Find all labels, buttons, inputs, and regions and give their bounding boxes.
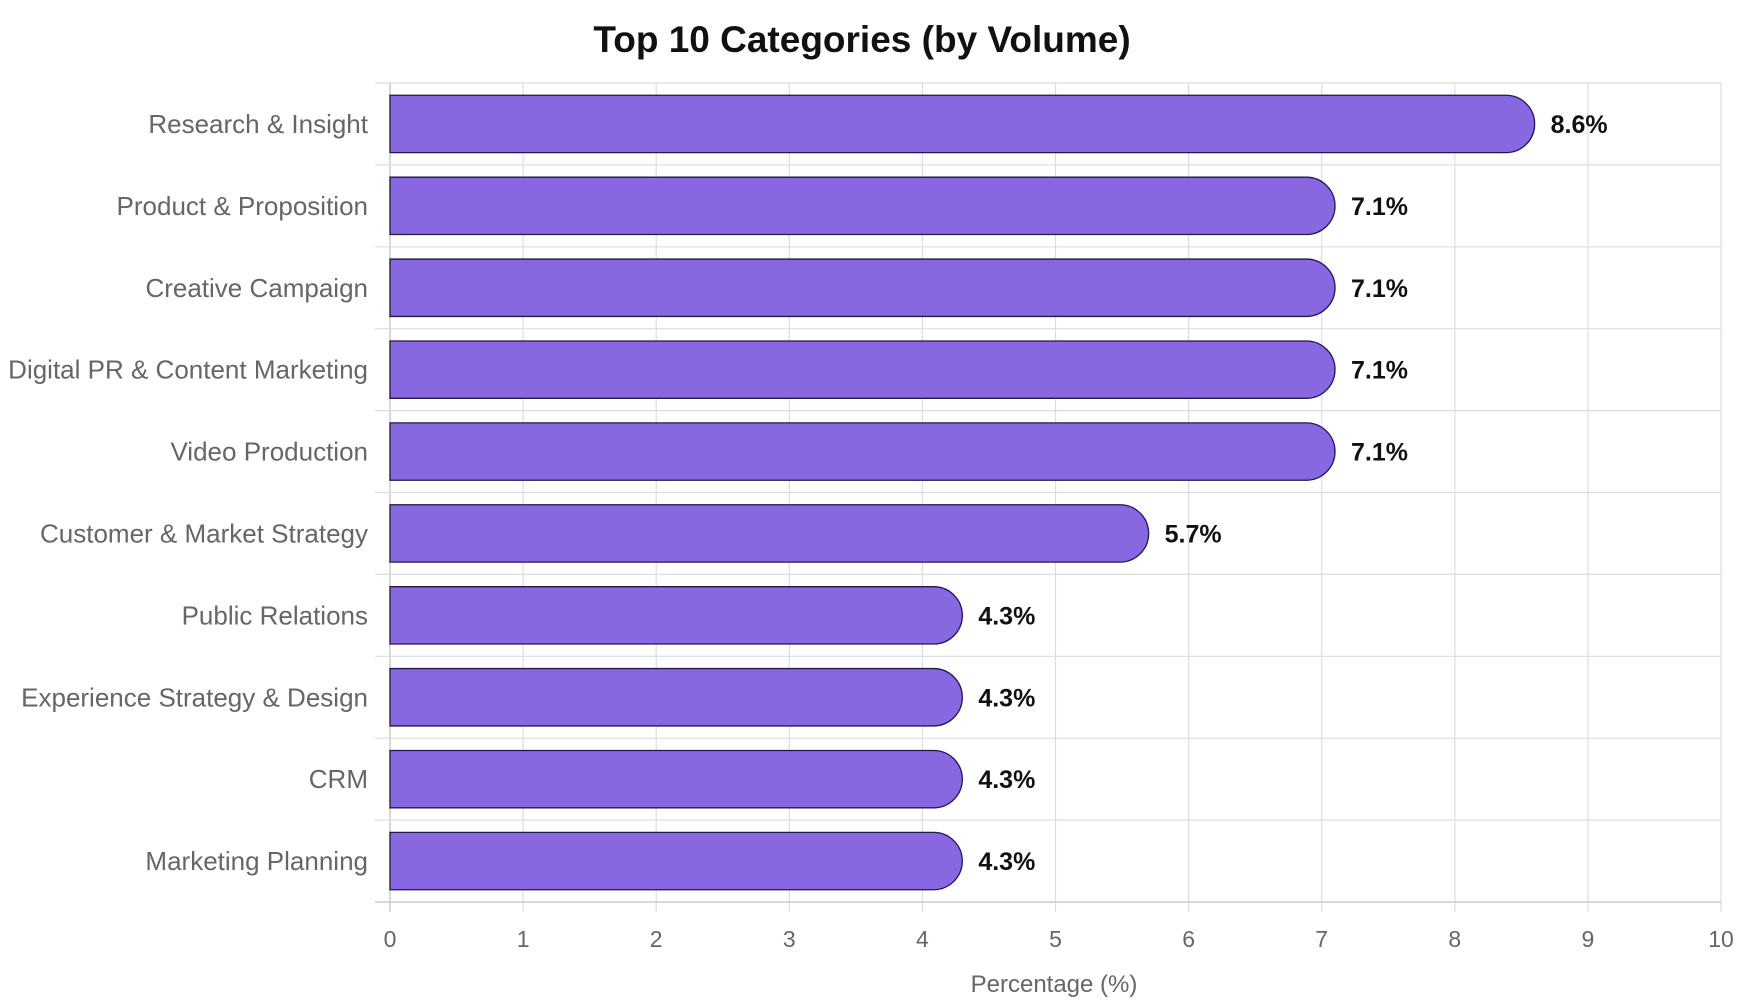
- value-label: 4.3%: [978, 766, 1035, 794]
- bar: [389, 831, 963, 891]
- bar: [389, 504, 1150, 563]
- category-label: Video Production: [170, 437, 368, 467]
- x-axis-title: Percentage (%): [971, 971, 1138, 998]
- category-label: CRM: [309, 764, 368, 794]
- x-tick-label: 2: [650, 926, 663, 952]
- value-label: 7.1%: [1351, 193, 1408, 221]
- category-label: Customer & Market Strategy: [40, 518, 368, 548]
- value-label: 7.1%: [1351, 357, 1408, 385]
- bar: [389, 667, 963, 727]
- bars: [389, 94, 1536, 891]
- category-labels: Research & Insight Product & Proposition C…: [8, 109, 369, 876]
- category-label: Product & Proposition: [117, 191, 368, 221]
- bar: [389, 94, 1536, 154]
- value-label: 4.3%: [978, 848, 1035, 876]
- bar: [389, 586, 963, 645]
- x-tick-label: 1: [517, 926, 530, 952]
- value-label: 5.7%: [1165, 520, 1222, 548]
- x-tick-label: 4: [916, 926, 929, 952]
- value-label: 4.3%: [978, 684, 1035, 712]
- chart-title: Top 10 Categories (by Volume): [593, 19, 1130, 60]
- value-labels: 8.6% 7.1% 7.1% 7.1% 7.1% 5.7% 4.3% 4.3% 4.3% 4.3%: [978, 111, 1607, 876]
- category-label: Digital PR & Content Marketing: [8, 355, 368, 385]
- x-tick-label: 6: [1182, 926, 1195, 952]
- bar: [389, 422, 1336, 481]
- x-tick-label: 7: [1315, 926, 1328, 952]
- x-tick-label: 10: [1708, 926, 1734, 952]
- x-axis-ticks: 0 1 2 3 4 5 6 7 8 9 10: [384, 926, 1734, 952]
- category-label: Marketing Planning: [145, 846, 368, 876]
- x-tick-label: 0: [384, 926, 397, 952]
- value-label: 7.1%: [1351, 439, 1408, 467]
- bar: [389, 340, 1336, 399]
- value-label: 4.3%: [978, 602, 1035, 630]
- x-tick-label: 3: [783, 926, 796, 952]
- value-label: 8.6%: [1551, 111, 1608, 139]
- bar: [389, 176, 1336, 236]
- category-label: Public Relations: [182, 600, 368, 630]
- bar: [389, 258, 1336, 318]
- x-tick-label: 5: [1049, 926, 1062, 952]
- value-label: 7.1%: [1351, 275, 1408, 303]
- x-tick-label: 8: [1448, 926, 1461, 952]
- category-label: Experience Strategy & Design: [21, 682, 368, 712]
- category-label: Creative Campaign: [145, 273, 368, 303]
- bar: [389, 749, 963, 809]
- category-label: Research & Insight: [148, 109, 368, 139]
- x-tick-label: 9: [1582, 926, 1595, 952]
